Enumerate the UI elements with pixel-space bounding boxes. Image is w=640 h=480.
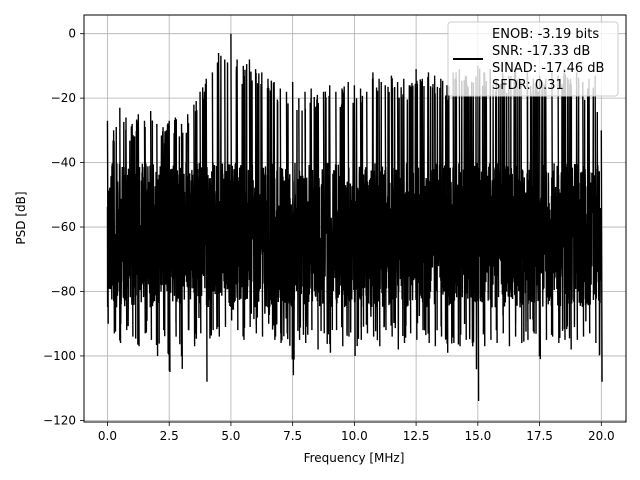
psd-series-line [106, 33, 603, 402]
x-tick-label: 5.0 [221, 429, 240, 443]
y-tick-label: −40 [51, 156, 76, 170]
x-tick-label: 15.0 [464, 429, 491, 443]
x-tick-label: 7.5 [283, 429, 302, 443]
y-tick-label: −20 [51, 91, 76, 105]
y-axis-label: PSD [dB] [14, 191, 28, 244]
legend-snr: SNR: -17.33 dB [492, 44, 590, 59]
x-tick-label: 0.0 [98, 429, 117, 443]
y-axis-ticks: 0 −20 −40 −60 −80 −100 −120 [43, 27, 84, 427]
plot-area [106, 33, 603, 402]
y-tick-label: −100 [43, 349, 76, 363]
x-tick-label: 17.5 [526, 429, 553, 443]
y-tick-label: −80 [51, 284, 76, 298]
y-tick-label: 0 [68, 27, 76, 41]
x-tick-label: 10.0 [341, 429, 368, 443]
legend-sinad: SINAD: -17.46 dB [492, 61, 604, 76]
legend-sfdr: SFDR: 0.31 [492, 78, 564, 93]
axes-frame [83, 14, 627, 423]
y-tick-label: −120 [43, 413, 76, 427]
legend-enob: ENOB: -3.19 bits [492, 27, 599, 42]
x-tick-label: 2.5 [160, 429, 179, 443]
x-axis-ticks: 0.0 2.5 5.0 7.5 10.0 12.5 15.0 17.5 20.0 [98, 422, 615, 443]
series-layer [106, 33, 603, 402]
y-tick-label: −60 [51, 220, 76, 234]
legend-box [447, 21, 619, 97]
x-tick-label: 20.0 [588, 429, 615, 443]
x-tick-label: 12.5 [403, 429, 430, 443]
x-axis-label: Frequency [MHz] [304, 451, 405, 465]
legend: ENOB: -3.19 bits SNR: -17.33 dB SINAD: -… [447, 21, 619, 97]
